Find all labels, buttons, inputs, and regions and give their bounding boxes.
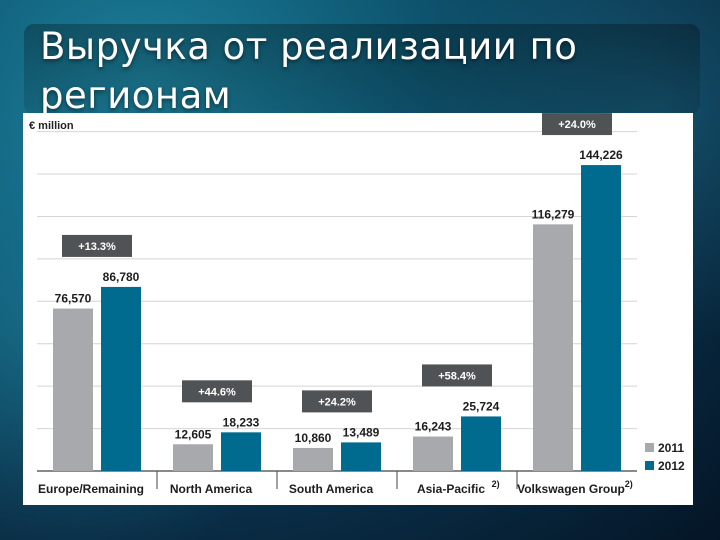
category-label-europe-remaining: Europe/Remaining <box>38 482 144 496</box>
category-label-asia-pacific: Asia-Pacific <box>417 482 485 496</box>
category-label-south-america: South America <box>289 482 374 496</box>
category-label-volkswagen-group: Volkswagen Group <box>517 482 625 496</box>
growth-label-asia-pacific: +58.4% <box>438 370 476 382</box>
data-label-2011-asia-pacific: 16,243 <box>415 420 452 434</box>
slide-title: Выручка от реализации по регионам <box>40 25 578 117</box>
growth-label-south-america: +24.2% <box>318 396 356 408</box>
growth-box-asia-pacific <box>422 364 492 387</box>
bar-2012-asia-pacific <box>461 416 501 471</box>
unit-label: € million <box>29 120 74 132</box>
data-label-2012-asia-pacific: 25,724 <box>463 399 500 413</box>
bar-2011-north-america <box>173 444 213 471</box>
chart-panel: € million 76,570 86,780 +13.3% Europe/Remain… <box>23 113 693 505</box>
category-footnote-volkswagen-group: 2) <box>625 479 633 489</box>
bar-2012-europe-remaining <box>101 286 141 471</box>
data-label-2012-volkswagen-group: 144,226 <box>579 148 623 162</box>
bar-2012-north-america <box>221 432 261 471</box>
legend-label-2012: 2012 <box>658 459 685 473</box>
growth-label-volkswagen-group: +24.0% <box>558 119 596 131</box>
title-band <box>24 24 700 114</box>
data-label-2011-volkswagen-group: 116,279 <box>532 207 575 221</box>
data-label-2012-europe-remaining: 86,780 <box>103 270 140 284</box>
growth-box-volkswagen-group <box>542 113 612 136</box>
category-label-north-america: North America <box>170 482 253 496</box>
data-label-2011-north-america: 12,605 <box>175 427 212 441</box>
growth-label-north-america: +44.6% <box>198 386 236 398</box>
data-label-2011-south-america: 10,860 <box>295 431 332 445</box>
bar-2012-volkswagen-group <box>581 165 621 472</box>
data-label-2012-north-america: 18,233 <box>223 415 260 429</box>
bar-2012-south-america <box>341 442 381 471</box>
bar-2011-asia-pacific <box>413 436 453 471</box>
bar-2011-volkswagen-group <box>533 224 573 471</box>
data-label-2011-europe-remaining: 76,570 <box>55 292 92 306</box>
legend-swatch-2011 <box>645 443 654 452</box>
legend-swatch-2012 <box>645 461 654 470</box>
data-label-2012-south-america: 13,489 <box>343 425 380 439</box>
growth-box-north-america <box>182 380 252 403</box>
growth-label-europe-remaining: +13.3% <box>78 241 116 253</box>
revenue-bar-chart: € million 76,570 86,780 +13.3% Europe/Remain… <box>29 113 685 496</box>
bar-2011-south-america <box>293 447 333 471</box>
growth-box-europe-remaining <box>62 234 132 257</box>
bar-2011-europe-remaining <box>53 308 93 471</box>
legend-label-2011: 2011 <box>658 441 684 455</box>
growth-box-south-america <box>302 390 372 413</box>
category-footnote-asia-pacific: 2) <box>492 479 500 489</box>
